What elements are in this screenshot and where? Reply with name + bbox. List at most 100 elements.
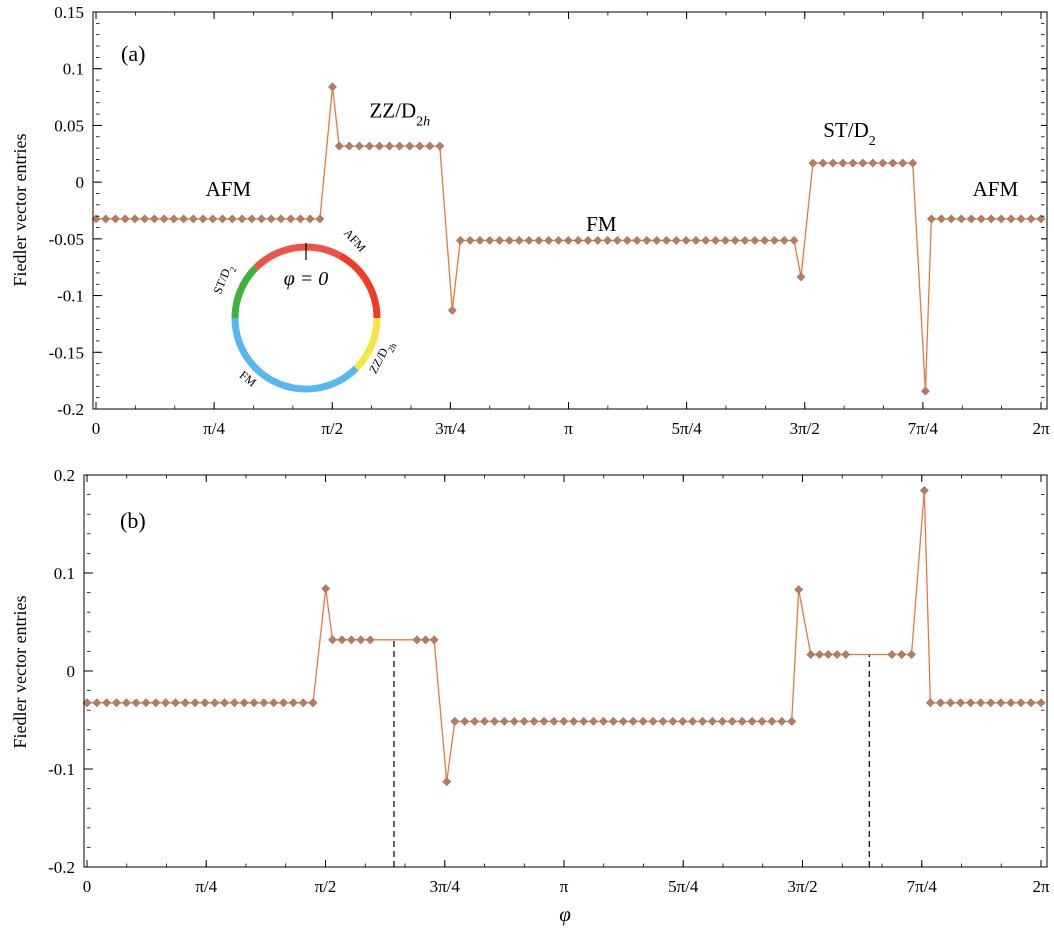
panel-a-annotations: AFM ZZ/D2h FM ST/D2 AFM bbox=[206, 98, 1019, 235]
data-point bbox=[308, 698, 318, 708]
data-point bbox=[266, 214, 276, 224]
data-point bbox=[121, 698, 131, 708]
data-point bbox=[269, 698, 279, 708]
data-point bbox=[711, 235, 721, 245]
data-point bbox=[1026, 214, 1036, 224]
data-point bbox=[888, 158, 898, 168]
panel-a-ticks: 0 π/4 π/2 3π/4 π 5π/4 3π/2 7π/4 2π 0.15 0.1 0.05 0 -0… bbox=[49, 3, 1050, 438]
data-point bbox=[237, 214, 247, 224]
data-point bbox=[475, 235, 485, 245]
data-point bbox=[789, 235, 799, 245]
data-point bbox=[593, 235, 603, 245]
data-point bbox=[838, 158, 848, 168]
data-point bbox=[935, 698, 945, 708]
x-tick-label: 3π/2 bbox=[787, 877, 817, 896]
y-tick-label: 0.1 bbox=[63, 60, 84, 79]
x-tick-label: 3π/2 bbox=[790, 419, 820, 438]
series-line-2 bbox=[891, 490, 1041, 704]
data-point bbox=[966, 698, 976, 708]
data-point bbox=[1036, 698, 1046, 708]
data-point bbox=[681, 235, 691, 245]
data-point bbox=[796, 272, 806, 282]
data-point bbox=[648, 716, 658, 726]
data-point bbox=[919, 486, 929, 495]
data-point bbox=[140, 214, 150, 224]
data-point bbox=[141, 698, 151, 708]
data-point bbox=[688, 716, 698, 726]
y-tick-label: -0.1 bbox=[57, 287, 84, 306]
data-point bbox=[344, 141, 354, 151]
data-point bbox=[794, 585, 804, 595]
data-point bbox=[757, 716, 767, 726]
panel-b-tag: (b) bbox=[120, 508, 146, 533]
data-point bbox=[808, 158, 818, 168]
data-point bbox=[628, 716, 638, 726]
data-point bbox=[405, 141, 415, 151]
data-point bbox=[529, 716, 539, 726]
data-point bbox=[1026, 698, 1036, 708]
data-point bbox=[779, 235, 789, 245]
data-point bbox=[524, 235, 534, 245]
data-point bbox=[946, 698, 955, 708]
x-tick-label: 7π/4 bbox=[908, 419, 939, 438]
data-point bbox=[442, 777, 452, 787]
data-point bbox=[465, 235, 475, 245]
x-tick-label: 5π/4 bbox=[668, 877, 699, 896]
y-tick-label: 0 bbox=[76, 173, 85, 192]
x-tick-label: 3π/4 bbox=[430, 877, 461, 896]
data-point bbox=[1006, 214, 1016, 224]
phase-label: ZZ/D2h bbox=[369, 98, 430, 129]
y-tick-label: 0.15 bbox=[54, 3, 84, 22]
data-point bbox=[612, 235, 622, 245]
data-point bbox=[642, 235, 652, 245]
panel-a-tag: (a) bbox=[121, 41, 145, 66]
data-point bbox=[691, 235, 701, 245]
data-point bbox=[412, 635, 422, 645]
data-point bbox=[374, 141, 384, 151]
ring-segment-4 bbox=[231, 265, 259, 319]
data-point bbox=[470, 716, 480, 726]
data-point bbox=[305, 214, 315, 224]
data-point bbox=[698, 716, 708, 726]
data-point bbox=[559, 716, 569, 726]
data-point bbox=[740, 235, 750, 245]
data-point bbox=[315, 214, 325, 224]
x-tick-label: π/2 bbox=[321, 419, 343, 438]
data-point bbox=[415, 141, 425, 151]
data-point bbox=[1016, 214, 1026, 224]
panel-b-data-layer bbox=[82, 486, 1046, 867]
data-point bbox=[149, 214, 159, 224]
data-point bbox=[818, 158, 828, 168]
data-point bbox=[425, 141, 435, 151]
y-tick-label: 0 bbox=[67, 662, 76, 681]
data-point bbox=[337, 635, 347, 645]
data-point bbox=[573, 235, 583, 245]
x-tick-label: π bbox=[560, 877, 569, 896]
data-point bbox=[589, 716, 599, 726]
data-point bbox=[898, 158, 908, 168]
x-tick-label: 0 bbox=[83, 877, 92, 896]
data-point bbox=[499, 716, 509, 726]
data-point bbox=[288, 698, 298, 708]
data-point bbox=[188, 214, 198, 224]
panel-b-frame bbox=[83, 474, 1048, 868]
data-point bbox=[787, 716, 797, 726]
data-point bbox=[429, 635, 439, 645]
data-point bbox=[170, 698, 180, 708]
data-point bbox=[421, 635, 431, 645]
data-point bbox=[632, 235, 642, 245]
y-tick-label: -0.15 bbox=[49, 343, 84, 362]
data-point bbox=[180, 698, 190, 708]
ring-label: AFM bbox=[341, 226, 369, 255]
data-point bbox=[925, 698, 935, 708]
data-point bbox=[346, 635, 356, 645]
panel-a-frame bbox=[92, 11, 1048, 410]
data-point bbox=[131, 698, 141, 708]
data-point bbox=[832, 650, 842, 660]
y-tick-label: 0.1 bbox=[54, 564, 75, 583]
data-point bbox=[598, 716, 608, 726]
data-point bbox=[622, 235, 632, 245]
data-point bbox=[110, 214, 120, 224]
data-point bbox=[257, 214, 266, 224]
